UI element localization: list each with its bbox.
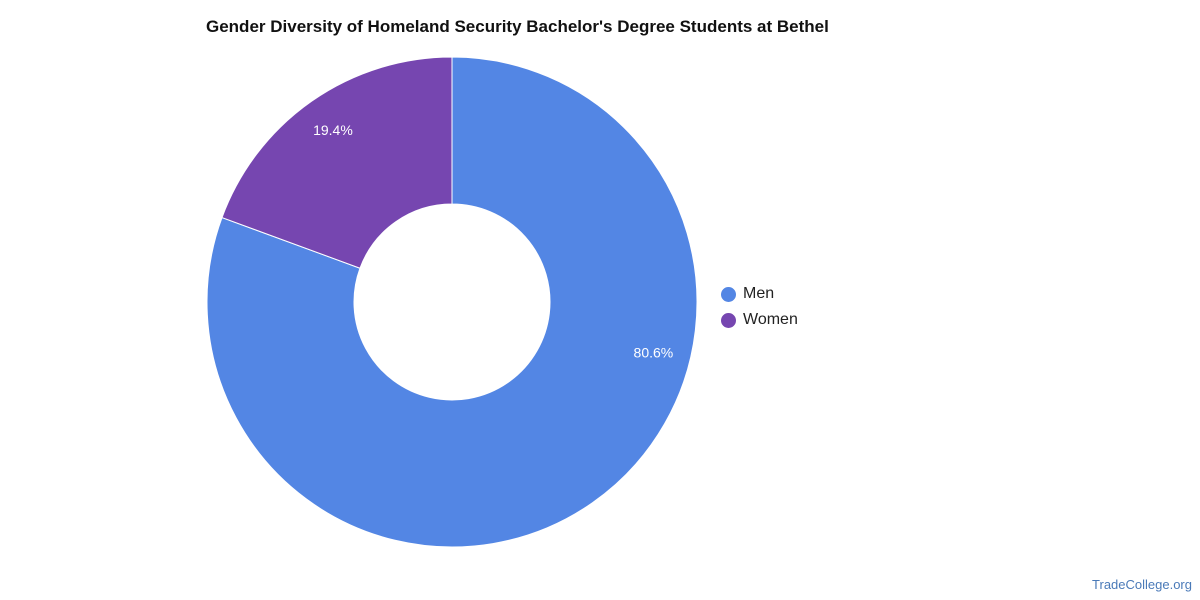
legend-item-men[interactable]: Men <box>721 281 798 307</box>
legend-swatch-men <box>721 286 736 302</box>
legend: Men Women <box>721 281 798 333</box>
slice-labels: 80.6% 19.4% <box>313 122 673 360</box>
legend-swatch-women <box>721 312 736 328</box>
legend-item-women[interactable]: Women <box>721 307 798 333</box>
slice-label-men: 80.6% <box>634 345 674 361</box>
watermark-link[interactable]: TradeCollege.org <box>1092 577 1192 592</box>
slice-women[interactable] <box>221 56 453 269</box>
chart-title: Gender Diversity of Homeland Security Ba… <box>206 17 829 36</box>
legend-label-women: Women <box>743 311 798 328</box>
slice-men[interactable] <box>206 56 698 548</box>
legend-label-men: Men <box>743 285 775 302</box>
slice-label-women: 19.4% <box>313 122 353 138</box>
donut-slices <box>206 56 698 548</box>
